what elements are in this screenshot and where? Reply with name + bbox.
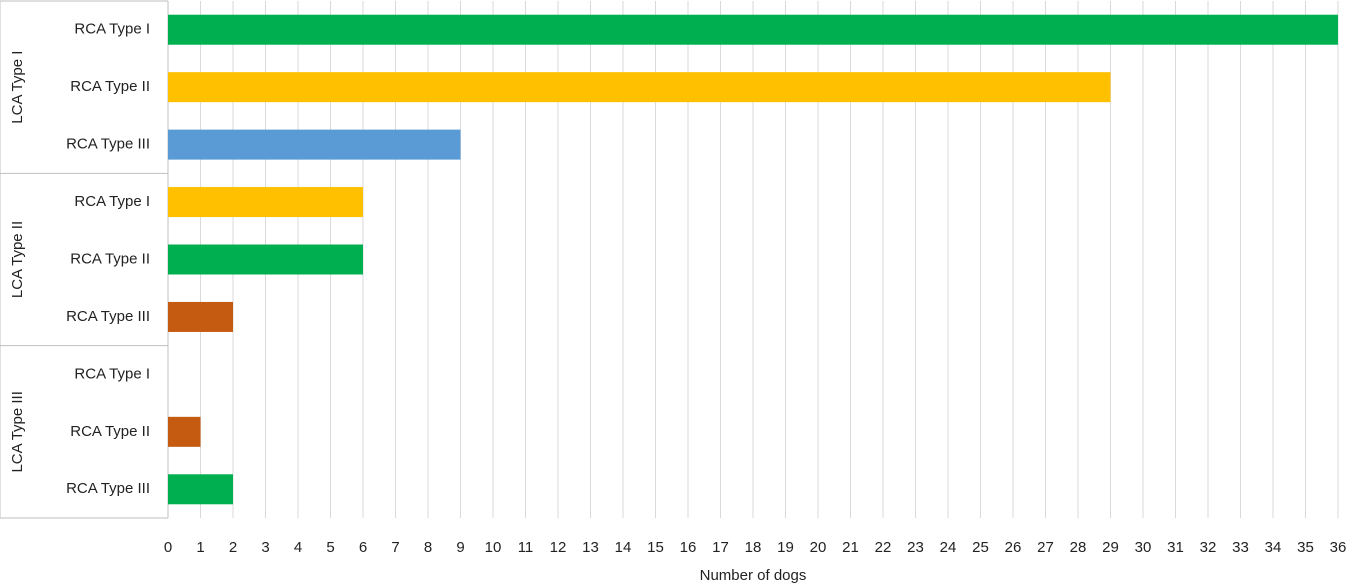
x-tick-label: 12	[550, 539, 567, 556]
x-tick-label: 9	[456, 539, 464, 556]
bar	[168, 129, 461, 160]
x-tick-label: 20	[810, 539, 827, 556]
y-tick-label: RCA Type II	[70, 423, 150, 440]
x-tick-label: 26	[1005, 539, 1022, 556]
x-tick-label: 28	[1070, 539, 1087, 556]
x-tick-label: 18	[745, 539, 762, 556]
x-tick-label: 34	[1265, 539, 1282, 556]
x-tick-label: 7	[391, 539, 399, 556]
x-tick-label: 3	[261, 539, 269, 556]
bar	[168, 301, 233, 332]
x-tick-label: 14	[615, 539, 632, 556]
x-tick-label: 33	[1232, 539, 1249, 556]
x-tick-label: 27	[1037, 539, 1054, 556]
x-tick-label: 13	[582, 539, 599, 556]
y-tick-label: RCA Type III	[66, 480, 150, 497]
x-tick-label: 10	[485, 539, 502, 556]
x-tick-label: 30	[1135, 539, 1152, 556]
y-tick-label: RCA Type III	[66, 136, 150, 153]
x-tick-label: 21	[842, 539, 859, 556]
x-tick-label: 31	[1167, 539, 1184, 556]
bar	[168, 416, 201, 447]
x-tick-label: 29	[1102, 539, 1119, 556]
x-tick-label: 11	[518, 539, 534, 556]
x-tick-label: 5	[326, 539, 334, 556]
x-tick-label: 15	[647, 539, 664, 556]
y-tick-label: RCA Type II	[70, 78, 150, 95]
x-tick-label: 2	[229, 539, 237, 556]
x-tick-label: 8	[424, 539, 432, 556]
x-tick-label: 6	[359, 539, 367, 556]
x-tick-label: 16	[680, 539, 697, 556]
bar	[168, 14, 1338, 45]
bar	[168, 72, 1111, 103]
y-tick-label: RCA Type II	[70, 250, 150, 267]
y-tick-label: RCA Type I	[74, 365, 150, 382]
group-label: LCA Type I	[9, 51, 26, 124]
x-tick-label: 22	[875, 539, 892, 556]
y-tick-label: RCA Type III	[66, 308, 150, 325]
x-tick-label: 32	[1200, 539, 1217, 556]
group-label: LCA Type II	[9, 221, 26, 298]
y-tick-label: RCA Type I	[74, 193, 150, 210]
x-tick-label: 1	[196, 539, 204, 556]
bar	[168, 474, 233, 505]
x-tick-label: 4	[294, 539, 302, 556]
x-tick-label: 24	[940, 539, 957, 556]
x-tick-label: 17	[712, 539, 729, 556]
x-tick-label: 23	[907, 539, 924, 556]
x-axis-label: Number of dogs	[700, 567, 807, 584]
x-tick-label: 35	[1297, 539, 1314, 556]
group-label: LCA Type III	[9, 391, 26, 472]
x-tick-label: 25	[972, 539, 989, 556]
x-tick-label: 19	[777, 539, 794, 556]
x-tick-label: 36	[1330, 539, 1347, 556]
x-tick-label: 0	[164, 539, 172, 556]
bar	[168, 244, 363, 275]
y-tick-label: RCA Type I	[74, 21, 150, 38]
bar	[168, 187, 363, 218]
